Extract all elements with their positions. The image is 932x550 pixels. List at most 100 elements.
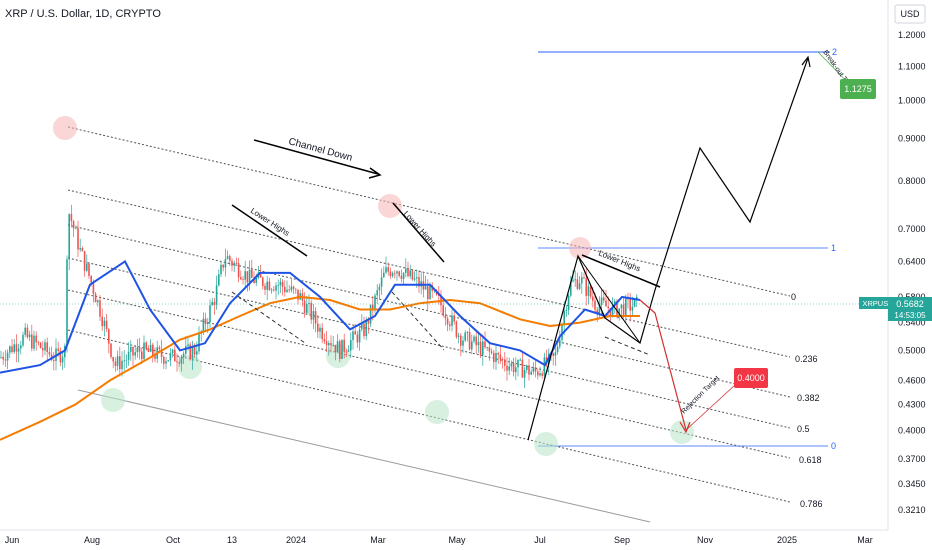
breakout-value-text: 1.1275	[844, 84, 872, 94]
candle-body-63	[138, 347, 141, 352]
candle-body-185	[407, 268, 409, 277]
low-marker-1	[101, 388, 125, 412]
candle-body-253	[556, 346, 559, 353]
candle-body-108	[237, 263, 240, 278]
price-tick-13: 0.3700	[898, 454, 926, 464]
candle-body-114	[251, 269, 253, 278]
channel-down-label: Channel Down	[287, 136, 353, 164]
candle-body-154	[339, 341, 341, 359]
candle-body-69	[152, 344, 154, 356]
channel-down-arrow	[253, 139, 379, 175]
candle-body-81	[178, 362, 180, 364]
currency-box[interactable]	[894, 4, 926, 24]
candle-body-94	[207, 322, 209, 325]
candle-body-211	[464, 332, 466, 341]
candle-body-58	[127, 351, 130, 360]
high-marker-3	[569, 237, 591, 259]
candle-body-37	[81, 248, 84, 252]
candle-body-35	[77, 228, 79, 250]
rejection-target-line	[685, 384, 736, 431]
candle-body-103	[226, 256, 229, 259]
candle-body-6	[13, 344, 15, 353]
price-axis-panel[interactable]	[888, 0, 932, 550]
candle-body-252	[554, 352, 557, 356]
price-tick-8: 0.5400	[898, 318, 926, 328]
candle-body-98	[215, 285, 218, 305]
candle-body-208	[457, 335, 460, 337]
candle-body-21	[46, 342, 48, 353]
candle-body-1	[2, 356, 4, 360]
candle-body-149	[328, 343, 330, 346]
time-label-2: Oct	[166, 535, 181, 545]
candle-body-258	[567, 295, 570, 310]
candle-body-133	[292, 286, 295, 289]
candle-body-237	[521, 359, 524, 378]
price-tick-6: 0.6400	[898, 256, 926, 266]
candle-body-260	[572, 280, 574, 282]
candle-body-39	[86, 263, 88, 271]
candle-body-3	[6, 352, 9, 361]
candle-body-204	[449, 324, 451, 326]
bearish-arrowhead	[679, 421, 691, 434]
candle-body-119	[262, 277, 264, 286]
candle-body-215	[473, 336, 475, 342]
fib-box-label-1: 1	[831, 243, 836, 253]
candle-body-228	[501, 359, 504, 361]
candle-body-47	[103, 320, 106, 327]
channel-top-line	[67, 126, 791, 297]
candle-body-189	[416, 277, 418, 279]
candle-body-4	[9, 346, 11, 353]
candle-body-46	[101, 316, 103, 327]
candle-body-142	[312, 311, 315, 320]
candle-body-43	[94, 293, 97, 303]
candle-body-72	[158, 347, 161, 350]
candle-body-49	[108, 329, 110, 344]
candle-body-89	[196, 351, 198, 355]
candle-body-153	[336, 341, 339, 353]
candle-body-195	[429, 285, 431, 300]
candle-body-34	[75, 228, 77, 230]
candle-body-50	[110, 343, 112, 357]
fib-level-0382: 0.382	[797, 393, 820, 403]
candle-body-113	[248, 269, 251, 283]
candle-body-224	[493, 352, 495, 363]
candle-body-95	[209, 305, 211, 323]
candle-body-122	[268, 281, 271, 291]
candle-body-151	[332, 344, 334, 346]
time-label-7: Jul	[534, 535, 546, 545]
candle-body-109	[240, 277, 242, 280]
candle-body-233	[512, 363, 515, 373]
price-tick-0: 1.2000	[898, 30, 926, 40]
fib-level-05: 0.5	[797, 424, 810, 434]
candle-body-163	[358, 329, 361, 343]
candle-body-259	[570, 281, 572, 296]
candle-body-110	[242, 279, 244, 280]
candle-body-172	[378, 286, 381, 291]
candle-body-29	[64, 346, 66, 358]
candle-body-156	[343, 339, 345, 352]
candle-body-177	[389, 271, 392, 277]
candle-body-241	[530, 371, 532, 375]
candle-body-280	[616, 301, 618, 317]
candle-body-157	[345, 351, 348, 353]
candle-body-201	[442, 305, 444, 316]
candle-body-15	[33, 335, 35, 349]
candle-body-32	[70, 214, 73, 222]
fib-level-0618: 0.618	[799, 455, 822, 465]
candle-body-150	[330, 343, 332, 346]
candle-body-78	[171, 349, 174, 354]
candle-body-51	[112, 356, 114, 362]
candle-body-194	[427, 286, 429, 300]
candle-body-279	[614, 301, 616, 304]
candle-body-221	[486, 347, 488, 348]
candle-body-170	[374, 295, 376, 310]
candle-body-102	[224, 258, 227, 268]
candle-body-118	[259, 272, 262, 278]
candle-body-180	[396, 271, 398, 274]
candle-body-56	[123, 360, 125, 362]
candle-body-287	[631, 306, 634, 311]
price-tick-3: 0.9000	[898, 134, 926, 144]
candle-body-174	[383, 272, 385, 278]
candle-body-171	[376, 290, 378, 296]
